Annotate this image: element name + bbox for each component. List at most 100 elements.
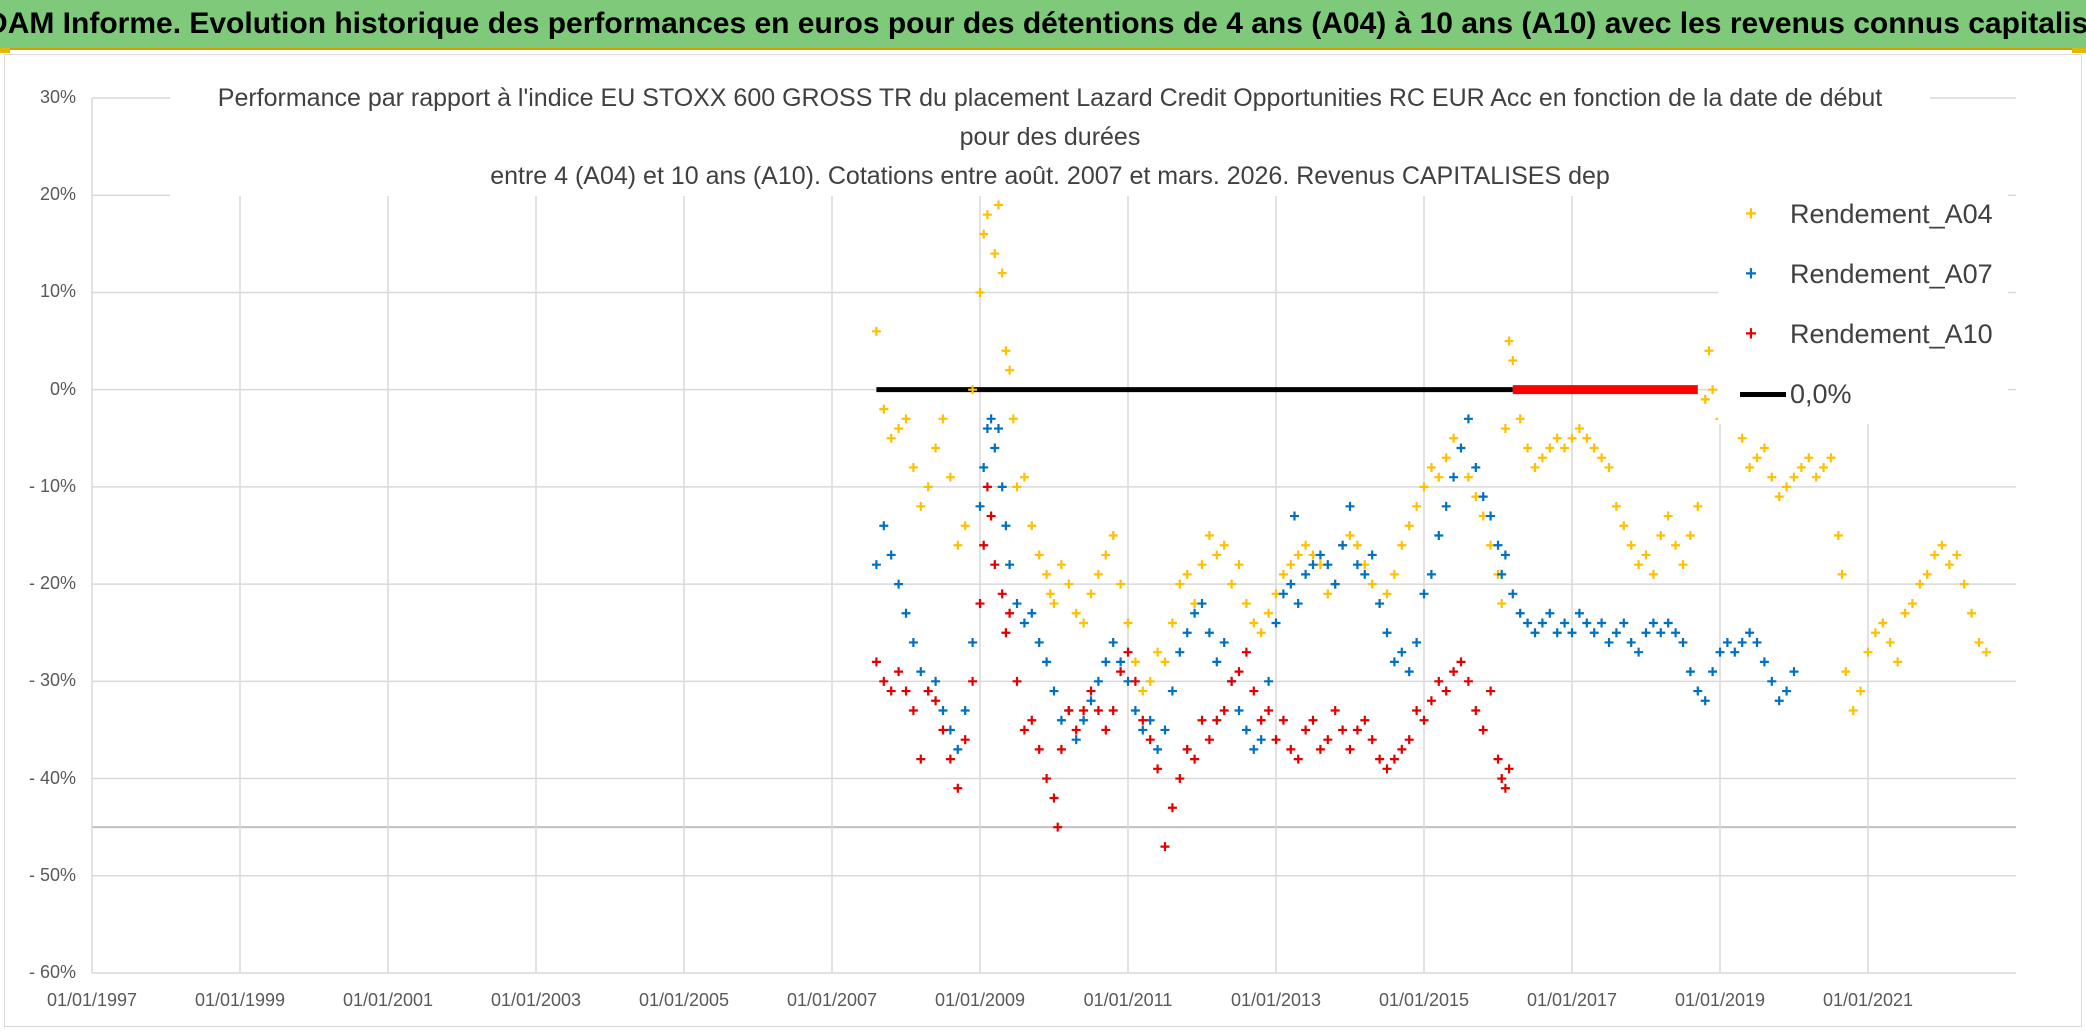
point-rendement-a04 [1153, 647, 1163, 657]
point-rendement-a07 [1656, 628, 1666, 638]
point-rendement-a10 [1049, 793, 1059, 803]
point-rendement-a10 [997, 589, 1007, 599]
point-rendement-a04 [997, 268, 1007, 278]
point-rendement-a10 [901, 686, 911, 696]
point-rendement-a10 [1056, 744, 1066, 754]
point-rendement-a07 [1397, 647, 1407, 657]
point-rendement-a10 [1308, 715, 1318, 725]
point-rendement-a07 [1560, 618, 1570, 628]
point-rendement-a04 [1497, 599, 1507, 609]
point-rendement-a04 [1212, 550, 1222, 560]
point-rendement-a04 [1811, 472, 1821, 482]
point-rendement-a07 [1663, 618, 1673, 628]
y-tick-label: - 20% [28, 573, 76, 594]
point-rendement-a04 [1597, 453, 1607, 463]
point-rendement-a07 [1367, 550, 1377, 560]
point-rendement-a10 [1412, 706, 1422, 715]
point-rendement-a07 [1463, 414, 1473, 424]
point-rendement-a10 [1034, 744, 1044, 754]
point-rendement-a10 [1278, 715, 1288, 725]
point-rendement-a04 [1441, 453, 1451, 463]
point-rendement-a04 [1382, 589, 1392, 599]
point-rendement-a04 [1019, 472, 1029, 482]
point-rendement-a07 [1241, 725, 1251, 735]
point-rendement-a04 [1042, 569, 1052, 579]
point-rendement-a10 [1441, 686, 1451, 696]
x-tick-label: 01/01/2015 [1378, 990, 1470, 1010]
point-rendement-a04 [1086, 589, 1096, 599]
point-rendement-a10 [871, 657, 881, 667]
point-rendement-a07 [1197, 599, 1207, 609]
point-rendement-a04 [1907, 599, 1917, 609]
point-rendement-a04 [1752, 453, 1762, 463]
point-rendement-a10 [1389, 754, 1399, 764]
point-rendement-a10 [1001, 628, 1011, 638]
point-rendement-a07 [1160, 725, 1170, 735]
point-rendement-a07 [1449, 472, 1459, 482]
point-rendement-a07 [1116, 657, 1126, 667]
point-rendement-a07 [1249, 744, 1259, 754]
point-rendement-a07 [1574, 608, 1584, 618]
point-rendement-a07 [1745, 628, 1755, 638]
chart-title-line-2: pour des durées [959, 123, 1141, 151]
point-rendement-a07 [1315, 550, 1325, 560]
point-rendement-a04 [1678, 560, 1688, 570]
point-rendement-a04 [1404, 521, 1414, 531]
y-tick-label: - 40% [28, 767, 76, 788]
point-rendement-a04 [1008, 414, 1018, 424]
point-rendement-a07 [997, 482, 1007, 492]
point-rendement-a07 [960, 706, 970, 715]
x-tick-label: 01/01/2019 [1674, 990, 1766, 1010]
point-rendement-a04 [1671, 540, 1681, 550]
point-rendement-a10 [1182, 744, 1192, 754]
point-rendement-a04 [979, 229, 989, 239]
point-rendement-a04 [1604, 462, 1614, 472]
point-rendement-a04 [1367, 579, 1377, 589]
point-rendement-a04 [1648, 569, 1658, 579]
point-rendement-a10 [1264, 706, 1274, 715]
legend-item-a10: + Rendement_A10 [1718, 304, 2008, 364]
point-rendement-a04 [908, 462, 918, 472]
point-rendement-a04 [1182, 569, 1192, 579]
point-rendement-a10 [1019, 725, 1029, 735]
point-rendement-a04 [1796, 462, 1806, 472]
point-rendement-a04 [1064, 579, 1074, 589]
point-rendement-a07 [1412, 637, 1422, 647]
point-rendement-a07 [1419, 589, 1429, 599]
point-rendement-a04 [1108, 531, 1118, 540]
point-rendement-a10 [953, 783, 963, 793]
y-tick-label: 0% [49, 378, 76, 399]
point-rendement-a04 [1130, 657, 1140, 667]
banner-accent-left [0, 48, 10, 53]
legend-marker-a04: + [1745, 203, 1757, 225]
point-rendement-a04 [1870, 628, 1880, 638]
point-rendement-a07 [1182, 628, 1192, 638]
point-rendement-a10 [1101, 725, 1111, 735]
point-rendement-a07 [1027, 608, 1037, 618]
point-rendement-a07 [894, 579, 904, 589]
point-rendement-a04 [1967, 608, 1977, 618]
point-rendement-a07 [1582, 618, 1592, 628]
point-rendement-a10 [1204, 735, 1214, 745]
point-rendement-a07 [982, 424, 992, 434]
point-rendement-a07 [1774, 696, 1784, 706]
point-rendement-a07 [1153, 744, 1163, 754]
point-rendement-a10 [938, 725, 948, 735]
y-tick-label: - 10% [28, 475, 76, 496]
point-rendement-a04 [1012, 482, 1022, 492]
point-rendement-a04 [1885, 637, 1895, 647]
point-rendement-a07 [1441, 501, 1451, 511]
point-rendement-a04 [1656, 531, 1666, 540]
point-rendement-a04 [1323, 589, 1333, 599]
point-rendement-a04 [1352, 540, 1362, 550]
point-rendement-a10 [1227, 676, 1237, 686]
point-rendement-a07 [1345, 501, 1355, 511]
point-rendement-a04 [938, 414, 948, 424]
legend-marker-a07: + [1745, 263, 1757, 285]
point-rendement-a04 [1878, 618, 1888, 628]
point-rendement-a07 [1497, 569, 1507, 579]
point-rendement-a10 [1493, 754, 1503, 764]
point-rendement-a07 [1626, 637, 1636, 647]
point-rendement-a10 [1116, 667, 1126, 677]
point-rendement-a04 [1582, 433, 1592, 443]
